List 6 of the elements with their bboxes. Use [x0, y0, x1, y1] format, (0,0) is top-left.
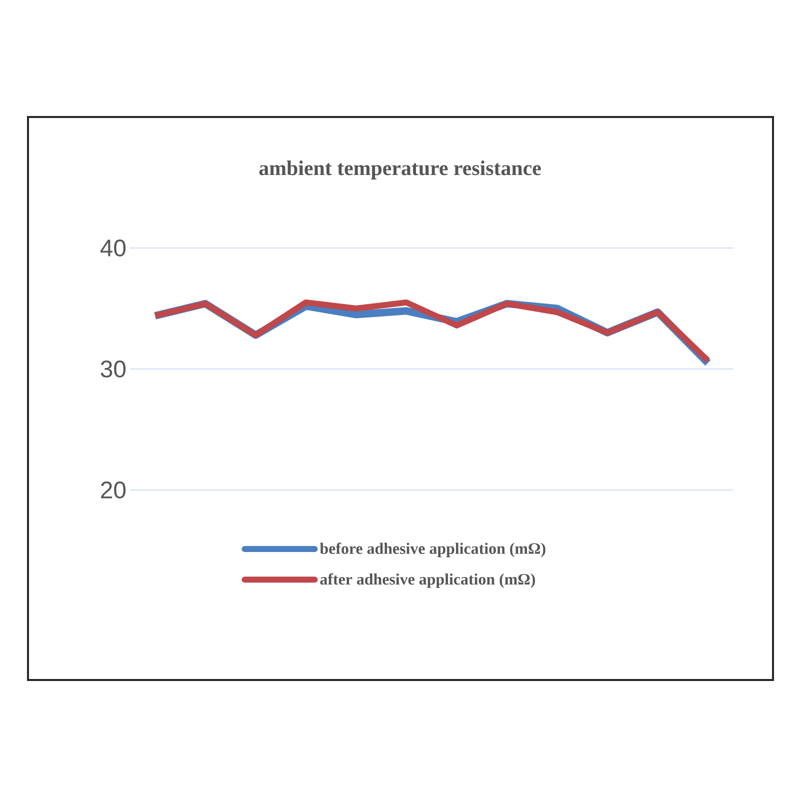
chart-title: ambient temperature resistance	[259, 160, 541, 180]
y-tick-label: 30	[100, 360, 126, 378]
y-tick-label: 40	[100, 240, 126, 256]
y-tick-label: 20	[101, 482, 126, 498]
legend-label: after adhesive application (mΩ)	[320, 573, 535, 588]
legend-label: before adhesive application (mΩ)	[320, 542, 546, 558]
